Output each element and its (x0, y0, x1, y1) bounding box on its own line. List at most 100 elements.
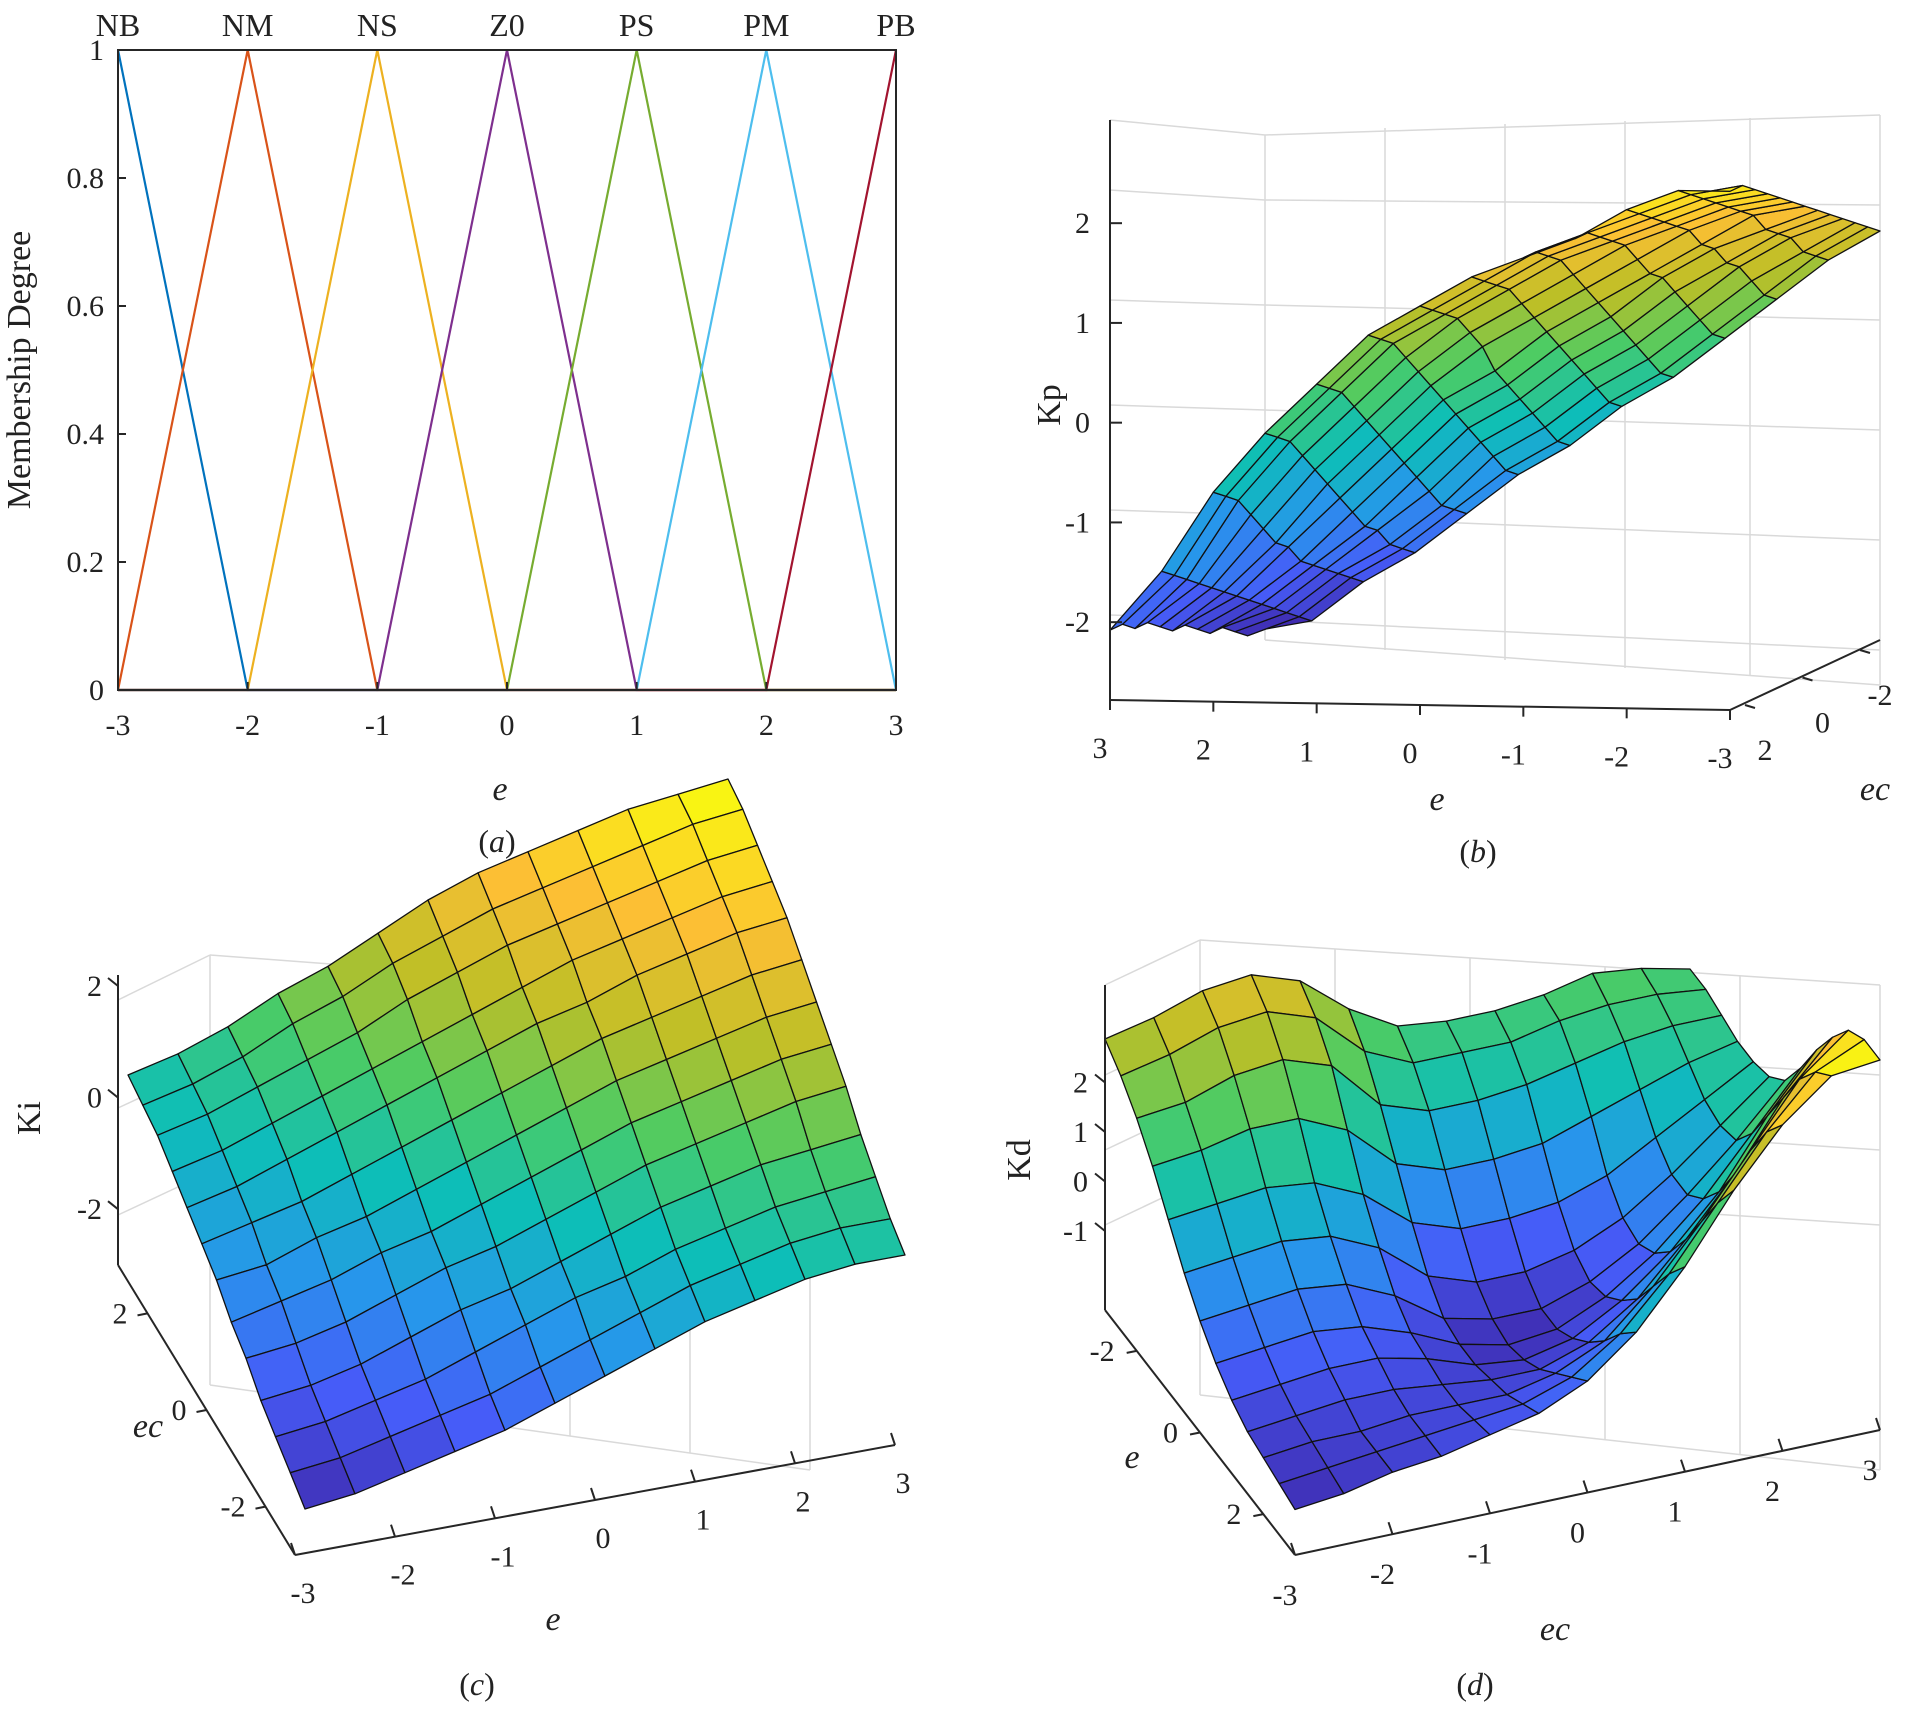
x-axis-ticks: -3 -2 -1 0 1 2 3 (106, 682, 904, 742)
ki-surface (127, 778, 906, 1510)
kp-e-tick-label: -1 (1501, 739, 1526, 772)
caption-c-letter: c (470, 1666, 484, 1702)
caption-a: (a) (478, 823, 515, 859)
membership-function-plot: -3 -2 -1 0 1 2 3 0 0.2 0.4 0.6 0.8 1 NB NM NS Z0 PS PM PB… (1, 7, 916, 859)
ki-z-tick-mark (107, 1200, 119, 1210)
kd-z-tick-label: -1 (1063, 1215, 1088, 1248)
kp-surface (1109, 184, 1881, 637)
plot-c-zlabel: Ki (11, 1101, 48, 1135)
kp-surface-face (1677, 184, 1744, 196)
caption-a-letter: a (489, 823, 505, 859)
ki-e-tick-label: 2 (796, 1485, 811, 1518)
ki-e-tick-mark (390, 1524, 396, 1537)
membership-labels: NB NM NS Z0 PS PM PB (96, 7, 916, 43)
plot-c-ylabel: ec (133, 1408, 163, 1445)
mf-label-ns: NS (357, 7, 398, 43)
kd-ec-tick-label: 0 (1570, 1517, 1585, 1550)
plot-a-xlabel: e (492, 771, 507, 808)
mf-label-pm: PM (743, 7, 789, 43)
kp-e-tick-label: 0 (1403, 737, 1418, 770)
kd-z-tick-mark (1094, 1123, 1106, 1133)
x-tick-label: 0 (500, 709, 515, 742)
kd-surface-plot: -1 0 1 2 -2 0 2 -3 -2 -1 0 1 2 3 Kd e ec (d) (1001, 939, 1881, 1702)
kd-surface (1104, 967, 1881, 1511)
ki-z-tick-label: -2 (77, 1193, 102, 1226)
y-axis-ticks: 0 0.2 0.4 0.6 0.8 1 (67, 34, 126, 707)
mf-label-ps: PS (619, 7, 655, 43)
ki-ec-tick-mark (196, 1409, 207, 1413)
kp-z-tick-label: 2 (1075, 207, 1090, 240)
kd-ec-tick-mark (1875, 1417, 1881, 1431)
ki-e-tick-mark (290, 1542, 296, 1556)
kd-ec-tick-mark (1290, 1542, 1296, 1556)
kd-ec-tick-label: 1 (1668, 1496, 1683, 1529)
ki-e-tick-label: -2 (391, 1559, 416, 1592)
kd-ec-tick-label: -1 (1468, 1537, 1493, 1570)
kd-ec-tick-mark (1680, 1459, 1686, 1472)
caption-b: (b) (1459, 833, 1496, 869)
x-tick-label: 2 (759, 709, 774, 742)
kp-e-ticks: 3 2 1 0 -1 -2 -3 (1093, 700, 1733, 775)
kd-e-tick-mark (1189, 1431, 1201, 1436)
mf-line-pm (118, 49, 898, 692)
plot-a-ylabel: Membership Degree (1, 231, 38, 510)
kd-ec-tick-label: -2 (1370, 1558, 1395, 1591)
ki-z-tick-mark (107, 1088, 119, 1099)
ki-e-tick-label: 0 (596, 1522, 611, 1555)
mf-line-nm (116, 49, 896, 692)
mf-line-z0 (118, 49, 896, 692)
ki-z-tick-mark (107, 977, 119, 987)
mf-line-ps (118, 49, 896, 692)
mf-label-pb: PB (876, 7, 915, 43)
kp-e-tick-label: 1 (1299, 735, 1314, 768)
mf-label-nb: NB (96, 7, 140, 43)
plot-d-zlabel: Kd (1001, 1139, 1038, 1181)
kd-e-tick-mark (1126, 1349, 1137, 1354)
kd-e-tick-label: 0 (1163, 1417, 1178, 1450)
kd-z-tick-label: 1 (1073, 1116, 1088, 1149)
y-tick-label: 0 (89, 674, 104, 707)
ki-ec-tick-mark (137, 1312, 148, 1317)
plot-d-ylabel: e (1124, 1439, 1139, 1476)
kp-z-tick-label: 1 (1075, 307, 1090, 340)
ki-z-ticks: -2 0 2 (77, 970, 119, 1226)
plot-b-xlabel: e (1429, 781, 1444, 818)
ki-ec-ticks: -2 0 2 (113, 1297, 266, 1524)
kp-e-tick-label: -3 (1708, 742, 1733, 775)
kd-e-tick-label: -2 (1090, 1335, 1115, 1368)
x-tick-label: 3 (889, 709, 904, 742)
kp-ec-tick-label: 0 (1815, 707, 1830, 740)
ki-ec-tick-mark (255, 1505, 266, 1510)
caption-d: (d) (1456, 1666, 1493, 1702)
plot-d-xlabel: ec (1540, 1611, 1570, 1648)
kd-e-tick-mark (1253, 1513, 1264, 1518)
ki-ec-tick-label: -2 (221, 1491, 246, 1524)
kd-z-tick-mark (1094, 1073, 1106, 1084)
kd-z-tick-mark (1094, 1172, 1106, 1183)
kp-z-tick-label: -1 (1065, 506, 1090, 539)
ki-e-tick-mark (890, 1432, 896, 1446)
kd-ec-tick-label: 3 (1863, 1454, 1878, 1487)
kp-ec-tick-mark (1744, 704, 1756, 709)
ki-surface-plot: -2 0 2 -2 0 2 -3 -2 -1 0 1 2 3 Ki ec e (c) (11, 778, 911, 1702)
kp-e-tick-label: -2 (1604, 740, 1629, 773)
kp-ec-ticks: 2 0 -2 (1744, 649, 1893, 767)
ki-e-tick-mark (490, 1506, 496, 1519)
caption-b-letter: b (1470, 833, 1486, 869)
ki-e-tick-label: -3 (291, 1577, 316, 1610)
kp-z-ticks: -2 -1 0 1 2 (1065, 207, 1122, 639)
ki-ec-tick-label: 2 (113, 1297, 128, 1330)
kp-e-tick-label: 2 (1196, 734, 1211, 767)
ki-e-tick-mark (690, 1469, 696, 1482)
ki-e-tick-label: 3 (896, 1467, 911, 1500)
kp-ec-tick-label: -2 (1868, 679, 1893, 712)
kd-e-tick-label: 2 (1226, 1498, 1241, 1531)
kd-ec-tick-mark (1387, 1521, 1394, 1535)
ki-surface-face (839, 1218, 906, 1265)
kp-z-tick-label: 0 (1075, 407, 1090, 440)
kd-z-tick-mark (1094, 1222, 1106, 1232)
kp-surface-plot: -2 -1 0 1 2 3 2 1 0 -1 -2 -3 2 0 -2 Kp e ec (b) (1031, 114, 1893, 869)
kp-ec-tick-label: 2 (1758, 734, 1773, 767)
ki-e-tick-label: 1 (696, 1504, 711, 1537)
plot-a-frame (117, 49, 897, 691)
